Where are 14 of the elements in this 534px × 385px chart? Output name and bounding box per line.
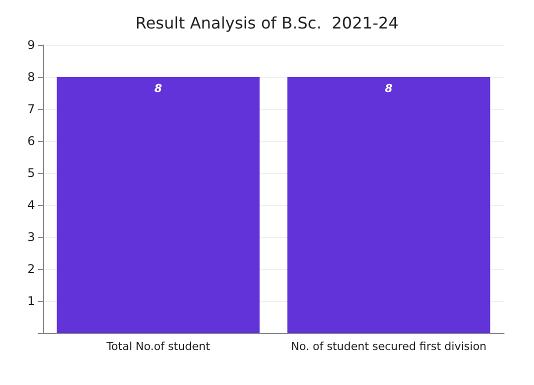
y-tick-label: 8 (27, 70, 35, 84)
data-label: 8 (154, 82, 162, 95)
y-tick-label: 6 (27, 134, 35, 148)
y-tick-label: 4 (27, 198, 35, 212)
y-tick-label: 3 (27, 230, 35, 244)
data-label: 8 (384, 82, 393, 95)
y-tick-label: 7 (27, 102, 35, 116)
x-tick-label: No. of student secured first division (290, 340, 487, 353)
y-tick-label: 2 (27, 262, 35, 276)
y-tick-label: 5 (27, 166, 35, 180)
x-tick-label: Total No.of student (105, 340, 211, 353)
y-tick-label: 9 (27, 38, 35, 52)
chart-title: Result Analysis of B.Sc. 2021-24 (135, 14, 399, 32)
y-tick-label: 1 (27, 294, 35, 308)
